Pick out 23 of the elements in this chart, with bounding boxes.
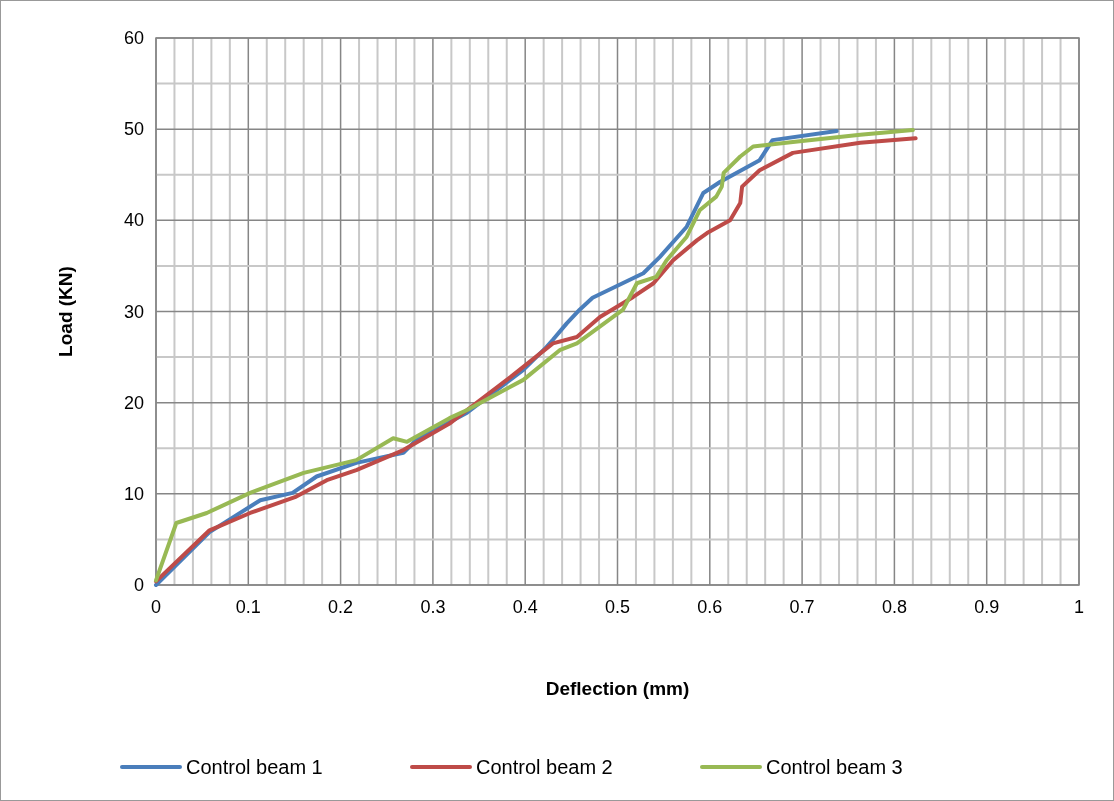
x-tick-label: 0.2 <box>328 597 354 617</box>
y-tick-label: 30 <box>123 301 144 322</box>
legend-label: Control beam 3 <box>766 756 903 778</box>
y-tick-label: 10 <box>123 483 144 504</box>
x-tick-label: 0.1 <box>235 597 261 617</box>
y-axis-title: Load (KN) <box>55 266 76 357</box>
x-tick-label: 0.5 <box>604 597 631 617</box>
x-tick-label: 0.6 <box>697 597 723 617</box>
legend-label: Control beam 1 <box>186 756 323 778</box>
x-axis-title: Deflection (mm) <box>545 678 690 699</box>
x-tick-label: 0 <box>150 597 162 617</box>
x-tick-label: 0.8 <box>881 597 907 617</box>
x-tick-label: 0.9 <box>974 597 1000 617</box>
y-tick-label: 20 <box>123 392 144 413</box>
x-tick-label: 0.3 <box>420 597 446 617</box>
y-tick-label: 50 <box>123 119 144 140</box>
y-tick-label: 40 <box>123 210 144 231</box>
legend-label: Control beam 2 <box>476 756 613 778</box>
y-tick-label: 60 <box>123 28 144 48</box>
x-tick-label: 1 <box>1073 597 1085 617</box>
y-tick-label: 0 <box>133 575 144 595</box>
x-tick-label: 0.7 <box>789 597 815 617</box>
x-tick-label: 0.4 <box>512 597 538 617</box>
